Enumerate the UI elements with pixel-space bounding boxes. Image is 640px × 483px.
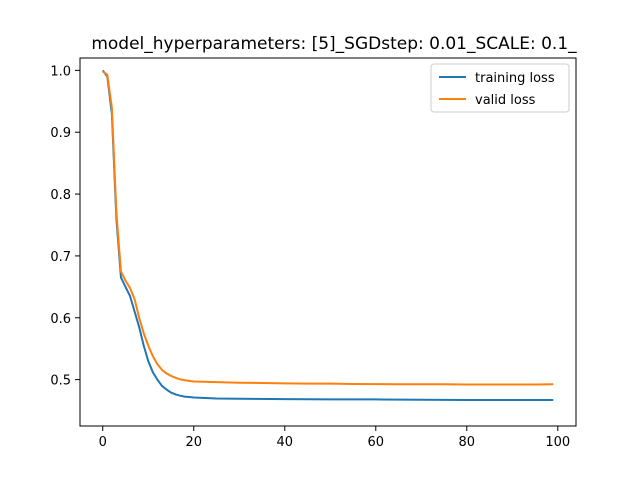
x-tick-label: 100 — [545, 435, 570, 450]
legend-label: training loss — [475, 71, 555, 86]
series-line-valid-loss — [102, 70, 554, 386]
series-lines — [101, 69, 554, 402]
y-tick-label: 1.0 — [50, 64, 71, 79]
series-line-training-loss — [101, 69, 554, 402]
x-tick-label: 0 — [99, 435, 107, 450]
y-axis-ticks: 0.5 0.6 0.7 0.8 0.9 1.0 — [50, 64, 80, 389]
y-tick-label: 0.9 — [50, 126, 71, 141]
legend-label: valid loss — [475, 93, 536, 108]
y-tick-label: 0.7 — [50, 250, 71, 265]
plot-frame — [79, 57, 577, 427]
y-tick-label: 0.5 — [50, 374, 71, 389]
x-tick-label: 20 — [185, 435, 202, 450]
x-axis-ticks: 0 20 40 60 80 100 — [99, 426, 570, 450]
y-tick-label: 0.6 — [50, 312, 71, 327]
x-tick-label: 80 — [459, 435, 476, 450]
x-tick-label: 40 — [276, 435, 293, 450]
legend: training loss valid loss — [430, 63, 570, 113]
y-tick-label: 0.8 — [50, 188, 71, 203]
x-tick-label: 60 — [368, 435, 385, 450]
chart-title: model_hyperparameters: [5]_SGDstep: 0.01… — [91, 34, 577, 54]
